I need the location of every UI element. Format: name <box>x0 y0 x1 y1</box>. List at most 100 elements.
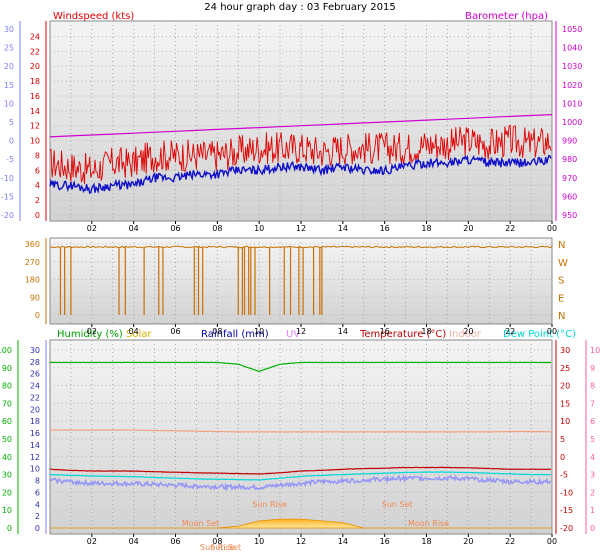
uv-tick-label: 8 <box>590 382 595 391</box>
humidity-tick-label: 80 <box>2 382 12 391</box>
temperature-tick-label: -15 <box>560 506 573 515</box>
x-tick-label: 00 <box>547 224 557 233</box>
temperature-tick-label: 10 <box>560 417 570 426</box>
x-tick-label: 22 <box>505 537 515 546</box>
wind-tick-label: 24 <box>30 32 40 41</box>
series-humidity <box>50 361 551 373</box>
legend-indoor: Indoor <box>449 329 482 340</box>
x-tick-label: 04 <box>129 537 139 546</box>
uv-tick-label: 0 <box>590 524 595 533</box>
legend-uv: UV <box>286 329 300 340</box>
series-barometer <box>49 114 553 138</box>
x-tick-label: 02 <box>87 327 97 336</box>
temp-tick-label: -10 <box>1 174 14 183</box>
humidity-tick-label: 100 <box>0 346 12 355</box>
barometer-tick-label: 970 <box>562 174 577 183</box>
uv-tick-label: 9 <box>590 364 595 373</box>
humidity-tick-label: 50 <box>2 435 12 444</box>
temp-tick-label: -20 <box>1 211 14 220</box>
x-tick-label: 04 <box>129 224 139 233</box>
temperature-tick-label: -20 <box>560 524 573 533</box>
temperature-tick-label: -5 <box>560 471 568 480</box>
legend-humidity: Humidity (%) <box>57 329 123 340</box>
x-tick-label: 10 <box>254 224 264 233</box>
rain-tick-label: 16 <box>30 429 40 438</box>
temp-tick-label: 0 <box>9 137 14 146</box>
x-tick-label: 12 <box>296 224 306 233</box>
rain-tick-label: 26 <box>30 370 40 379</box>
x-tick-label: 16 <box>380 537 390 546</box>
rain-tick-label: 12 <box>30 453 40 462</box>
x-tick-label: 14 <box>338 327 348 336</box>
temperature-tick-label: 15 <box>560 399 570 408</box>
wind-tick-label: 8 <box>35 151 40 160</box>
rain-tick-label: 20 <box>30 405 40 414</box>
humidity-tick-label: 60 <box>2 417 12 426</box>
temp-tick-label: 20 <box>4 62 14 71</box>
x-tick-label: 18 <box>421 327 431 336</box>
wind-tick-label: 12 <box>30 122 40 131</box>
humidity-tick-label: 90 <box>2 364 12 373</box>
astro-annotation: Sun Rise <box>200 543 235 552</box>
x-tick-label: 02 <box>87 224 97 233</box>
temperature-tick-label: 5 <box>560 435 565 444</box>
x-tick-label: 10 <box>254 327 264 336</box>
uv-tick-label: 1 <box>590 506 595 515</box>
series-dew-point-c <box>50 471 552 481</box>
temperature-tick-label: 25 <box>560 364 570 373</box>
compass-label: S <box>558 276 564 287</box>
rain-tick-label: 30 <box>30 346 40 355</box>
x-tick-label: 06 <box>170 224 180 233</box>
direction-tick-label: 270 <box>25 258 40 267</box>
x-tick-label: 08 <box>212 327 222 336</box>
astro-annotation: Sun Set <box>210 543 241 552</box>
temperature-tick-label: 20 <box>560 382 570 391</box>
barometer-tick-label: 960 <box>562 192 577 201</box>
barometer-tick-label: 1040 <box>562 44 582 53</box>
wind-tick-label: 10 <box>30 137 40 146</box>
barometer-tick-label: 1020 <box>562 81 582 90</box>
humidity-tick-label: 0 <box>7 524 12 533</box>
temp-tick-label: 15 <box>4 81 14 90</box>
legend-dew-point: Dew Point (°C) <box>503 329 576 340</box>
x-tick-label: 12 <box>296 327 306 336</box>
temperature-tick-label: 0 <box>560 453 565 462</box>
temperature-tick-label: -10 <box>560 488 573 497</box>
x-tick-label: 06 <box>170 537 180 546</box>
x-tick-label: 14 <box>338 537 348 546</box>
direction-tick-label: 180 <box>25 276 40 285</box>
x-tick-label: 08 <box>212 224 222 233</box>
x-tick-label: 22 <box>505 224 515 233</box>
series-windspeed <box>49 124 552 185</box>
x-tick-label: 14 <box>338 224 348 233</box>
rain-tick-label: 6 <box>35 488 40 497</box>
x-tick-label: 00 <box>547 537 557 546</box>
series-indoor <box>49 429 552 433</box>
humidity-tick-label: 30 <box>2 471 12 480</box>
x-tick-label: 16 <box>380 224 390 233</box>
x-tick-label: 10 <box>254 537 264 546</box>
wind-tick-label: 4 <box>35 181 40 190</box>
x-tick-label: 00 <box>547 327 557 336</box>
legend-temperature: Temperature (°C) <box>359 329 446 340</box>
series-wind-direction <box>49 245 553 249</box>
rain-tick-label: 22 <box>30 393 40 402</box>
rain-tick-label: 0 <box>35 524 40 533</box>
temp-tick-label: 25 <box>4 44 14 53</box>
rain-tick-label: 14 <box>30 441 40 450</box>
wind-tick-label: 6 <box>35 166 40 175</box>
wind-tick-label: 2 <box>35 196 40 205</box>
compass-label: N <box>558 311 565 322</box>
x-tick-label: 12 <box>296 537 306 546</box>
wind-tick-label: 14 <box>30 107 40 116</box>
barometer-tick-label: 1000 <box>562 118 582 127</box>
wind-tick-label: 22 <box>30 47 40 56</box>
compass-label: N <box>558 240 565 251</box>
wind-tick-label: 20 <box>30 62 40 71</box>
compass-label: E <box>558 293 564 304</box>
temp-tick-label: 5 <box>9 118 14 127</box>
legend-solar: Solar <box>126 329 152 340</box>
uv-tick-label: 6 <box>590 417 595 426</box>
x-tick-label: 18 <box>421 224 431 233</box>
barometer-tick-label: 1050 <box>562 25 582 34</box>
